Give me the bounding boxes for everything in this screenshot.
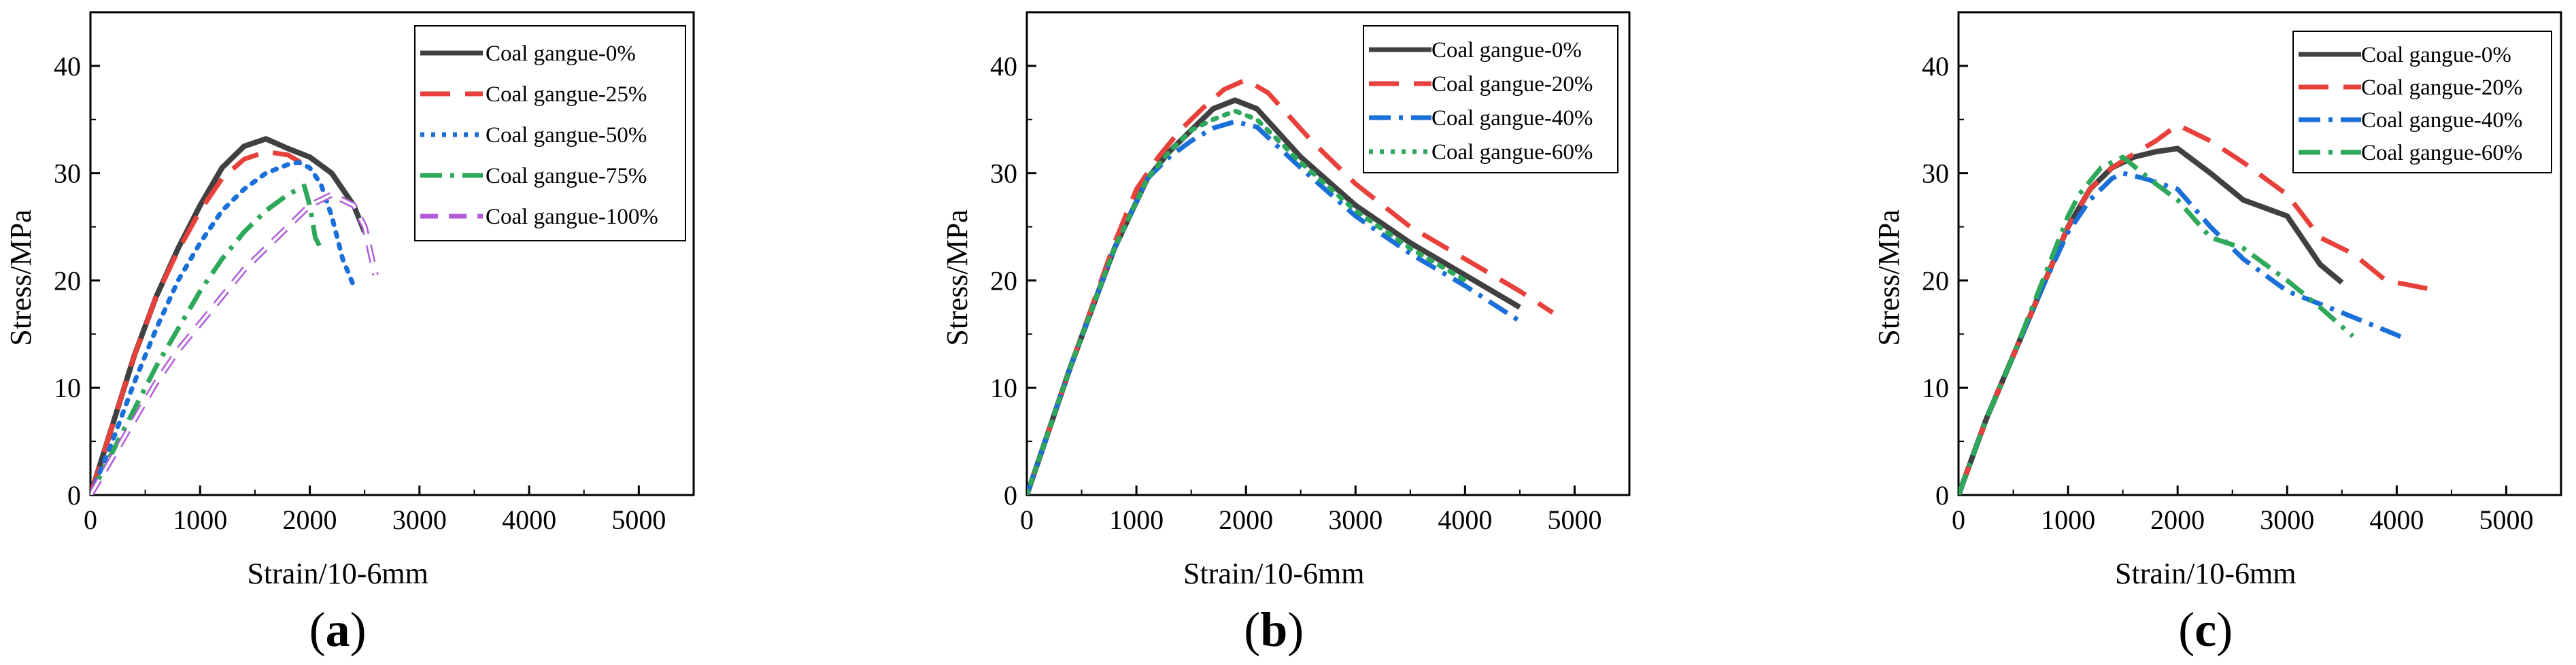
legend-box <box>414 25 686 241</box>
y-tick-label: 40 <box>990 51 1017 82</box>
x-tick-label: 2000 <box>1219 505 1273 535</box>
y-axis-label: Stress/MPa <box>940 209 974 345</box>
chart-panel-a: 0 1000 2000 3000 4000 5000 0 10 20 30 40 Strain/10-… <box>4 11 695 657</box>
series-line-a-1 <box>90 149 311 495</box>
x-tick-label: 0 <box>1020 505 1034 535</box>
x-tick-label: 5000 <box>611 505 666 535</box>
panel-label: (c) <box>2178 602 2233 657</box>
y-tick-label: 0 <box>1935 480 1949 511</box>
y-tick-label: 20 <box>54 265 81 296</box>
x-tick-label: 1000 <box>1109 505 1164 535</box>
y-tick-label: 10 <box>54 373 81 403</box>
x-tick-label: 5000 <box>1547 505 1601 535</box>
x-tick-label: 0 <box>84 505 97 535</box>
x-tick-label: 5000 <box>2479 505 2533 535</box>
plot-frame <box>1026 11 1631 496</box>
chart-panel-b: 0 1000 2000 3000 4000 5000 0 10 20 30 40 Strain/10-… <box>940 11 1631 657</box>
legend-entry: Coal gangue-0% <box>486 41 636 66</box>
panel-label: (a) <box>309 602 367 657</box>
series-line-b-1 <box>1027 77 1555 495</box>
series-line-b-3 <box>1027 108 1468 495</box>
legend-entry: Coal gangue-20% <box>2361 75 2522 100</box>
x-tick-label: 4000 <box>1438 505 1492 535</box>
y-tick-label: 30 <box>990 158 1017 189</box>
x-tick-label: 2000 <box>283 505 337 535</box>
y-tick-label: 10 <box>990 373 1017 403</box>
y-tick-label: 40 <box>1922 51 1949 82</box>
plot-frame <box>89 11 695 496</box>
y-tick-label: 20 <box>1922 265 1949 296</box>
legend-entry: Coal gangue-20% <box>1431 72 1593 97</box>
series-group <box>90 136 379 495</box>
legend-entry: Coal gangue-0% <box>2361 43 2511 67</box>
x-axis-label: Strain/10-6mm <box>1183 557 1364 590</box>
series-group <box>1959 122 2441 495</box>
legend-entry: Coal gangue-0% <box>1431 38 1582 63</box>
legend-entry: Coal gangue-40% <box>1431 106 1593 131</box>
x-tick-label: 3000 <box>392 505 447 535</box>
y-tick-label: 0 <box>67 480 81 511</box>
legend-entry: Coal gangue-75% <box>486 164 647 188</box>
x-tick-label: 4000 <box>2369 505 2424 535</box>
y-tick-label: 0 <box>1004 480 1017 511</box>
legend-entry: Coal gangue-50% <box>486 123 647 148</box>
series-line-b-2 <box>1027 119 1521 495</box>
series-line-c-0 <box>1959 146 2344 495</box>
y-tick-label: 20 <box>990 265 1017 296</box>
series-line-a-3 <box>90 184 323 495</box>
legend-entry: Coal gangue-40% <box>2361 108 2522 133</box>
y-tick-label: 40 <box>54 51 81 82</box>
y-tick-label: 10 <box>1922 373 1949 403</box>
panel-letter: a <box>326 602 350 657</box>
x-tick-label: 1000 <box>173 505 227 535</box>
x-axis-label: Strain/10-6mm <box>247 557 428 590</box>
panel-label: (b) <box>1244 602 1304 657</box>
series-line-c-1 <box>1959 122 2441 495</box>
x-tick-label: 2000 <box>2150 505 2205 535</box>
series-line-c-2 <box>1959 171 2409 495</box>
series-line-a-4 <box>90 191 379 495</box>
legend-entry: Coal gangue-25% <box>486 82 647 107</box>
x-tick-label: 0 <box>1952 505 1965 535</box>
legend-entry: Coal gangue-100% <box>486 205 658 229</box>
legend-entry: Coal gangue-60% <box>2361 141 2522 165</box>
x-axis-label: Strain/10-6mm <box>2115 557 2296 590</box>
x-tick-label: 3000 <box>2260 505 2314 535</box>
panel-letter: c <box>2194 602 2216 657</box>
series-group <box>1027 77 1555 495</box>
chart-panel-c: 0 1000 2000 3000 4000 5000 0 10 20 30 40 Strain/10-… <box>1872 11 2562 657</box>
y-axis-label: Stress/MPa <box>4 209 37 345</box>
x-tick-label: 1000 <box>2041 505 2095 535</box>
y-tick-label: 30 <box>1922 158 1949 189</box>
plot-frame <box>1957 11 2562 496</box>
y-tick-label: 30 <box>54 158 81 189</box>
series-line-c-3 <box>1959 154 2355 495</box>
legend-entry: Coal gangue-60% <box>1431 140 1593 165</box>
panel-letter: b <box>1260 602 1287 657</box>
x-tick-label: 4000 <box>502 505 556 535</box>
series-line-inner-a-4 <box>90 192 377 495</box>
y-axis-label: Stress/MPa <box>1872 209 1905 345</box>
x-tick-label: 3000 <box>1328 505 1383 535</box>
series-line-a-0 <box>90 136 367 495</box>
series-line-a-2 <box>90 160 356 495</box>
